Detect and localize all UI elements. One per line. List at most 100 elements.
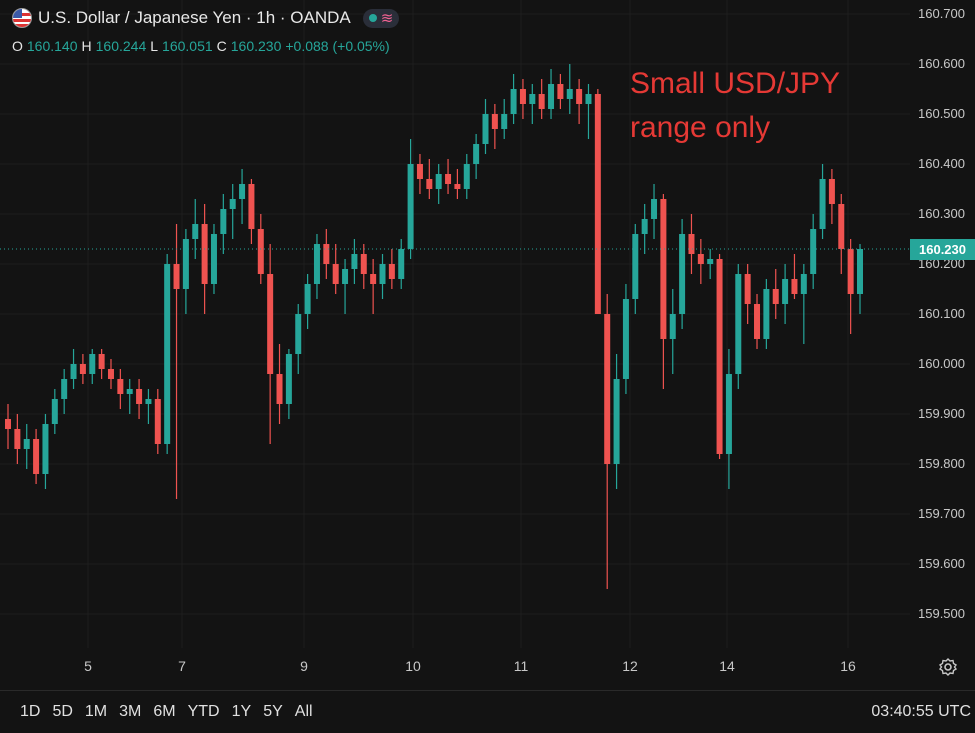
candle-body xyxy=(688,234,695,254)
bottom-toolbar: 1D 5D 1M 3M 6M YTD 1Y 5Y All 03:40:55 UTC xyxy=(0,690,975,733)
candle xyxy=(295,304,302,374)
candle xyxy=(697,239,704,284)
candle-body xyxy=(463,164,470,189)
candle xyxy=(426,159,433,199)
candle-body xyxy=(651,199,658,219)
candle xyxy=(182,229,189,314)
market-status-pill[interactable]: ≋ xyxy=(362,8,400,28)
candle-body xyxy=(473,144,480,164)
candle-body xyxy=(351,254,358,269)
annotation-line-2: range only xyxy=(630,111,771,144)
candle xyxy=(473,134,480,179)
candle-body xyxy=(42,424,49,474)
timeframe-button[interactable]: 1Y xyxy=(231,703,252,720)
time-tick-label: 16 xyxy=(840,658,856,674)
symbol-header[interactable]: U.S. Dollar / Japanese Yen · 1h · OANDA … xyxy=(12,8,400,28)
candle-body xyxy=(529,94,536,104)
candle-body xyxy=(725,374,732,454)
candle xyxy=(454,169,461,199)
candlestick-chart[interactable] xyxy=(0,0,910,648)
candle-body xyxy=(538,94,545,109)
wave-icon: ≋ xyxy=(380,9,394,27)
candle xyxy=(604,294,611,589)
symbol-title[interactable]: U.S. Dollar / Japanese Yen · 1h · OANDA xyxy=(38,8,351,27)
price-tick-label: 159.900 xyxy=(918,406,965,421)
candle xyxy=(388,249,395,289)
candle xyxy=(145,389,152,424)
price-tick-label: 159.800 xyxy=(918,456,965,471)
chart-area[interactable] xyxy=(0,0,910,648)
candle-body xyxy=(679,234,686,314)
time-tick-label: 9 xyxy=(300,658,308,674)
candle xyxy=(725,349,732,489)
candle xyxy=(445,159,452,194)
candle-body xyxy=(210,234,217,284)
time-tick-label: 12 xyxy=(622,658,638,674)
candle xyxy=(735,264,742,389)
candle xyxy=(782,264,789,324)
candle xyxy=(323,229,330,279)
candle xyxy=(716,254,723,459)
candle xyxy=(754,294,761,349)
candle xyxy=(791,254,798,299)
candle xyxy=(23,424,30,469)
price-axis[interactable]: 160.700 160.600 160.500 160.400 160.300 160.2… xyxy=(910,0,975,648)
candle-body xyxy=(707,259,714,264)
candle xyxy=(529,84,536,124)
candle xyxy=(276,344,283,424)
candle xyxy=(482,99,489,154)
candle-body xyxy=(98,354,105,369)
candle xyxy=(379,254,386,299)
candle-body xyxy=(613,379,620,464)
candle-body xyxy=(669,314,676,339)
candle-body xyxy=(800,274,807,294)
candle-body xyxy=(791,279,798,294)
candle-body xyxy=(388,264,395,279)
timeframe-button[interactable]: 1D xyxy=(20,703,41,720)
candle-body xyxy=(576,89,583,104)
candle-body xyxy=(660,199,667,339)
candle xyxy=(622,284,629,394)
candle xyxy=(744,264,751,324)
low-value: 160.051 xyxy=(162,38,213,54)
candle-body xyxy=(566,89,573,99)
timeframe-list: 1D 5D 1M 3M 6M YTD 1Y 5Y All xyxy=(16,703,317,721)
candle xyxy=(229,184,236,239)
candle-body xyxy=(201,224,208,284)
candle-body xyxy=(360,254,367,274)
candle-body xyxy=(154,399,161,444)
us-flag-icon xyxy=(12,8,32,28)
candle-body xyxy=(23,439,30,449)
candle-body xyxy=(716,259,723,454)
timeframe-button[interactable]: 1M xyxy=(84,703,108,720)
candle-body xyxy=(117,379,124,394)
timeframe-button[interactable]: All xyxy=(294,703,313,720)
timeframe-button[interactable]: 5D xyxy=(52,703,73,720)
utc-clock[interactable]: 03:40:55 UTC xyxy=(871,703,971,720)
time-axis[interactable]: 5 7 9 10 11 12 14 16 xyxy=(0,648,910,686)
candle-body xyxy=(594,94,601,314)
open-value: 160.140 xyxy=(26,38,78,54)
candle-body xyxy=(857,249,863,294)
timeframe-button[interactable]: 3M xyxy=(119,703,142,720)
candle xyxy=(370,259,377,314)
candle-body xyxy=(379,264,386,284)
candle xyxy=(519,79,526,119)
candle xyxy=(435,164,442,204)
chart-settings-icon[interactable] xyxy=(938,657,958,677)
candle-body xyxy=(482,114,489,144)
candle xyxy=(248,179,255,244)
candle-body xyxy=(416,164,423,179)
time-tick-label: 14 xyxy=(719,658,735,674)
candle xyxy=(192,199,199,259)
candle xyxy=(98,349,105,379)
timeframe-button[interactable]: YTD xyxy=(187,703,220,720)
candle-body xyxy=(229,199,236,209)
timeframe-button[interactable]: 6M xyxy=(153,703,176,720)
candle xyxy=(501,99,508,139)
candle-body xyxy=(604,314,611,464)
candle-body xyxy=(136,389,143,404)
timeframe-button[interactable]: 5Y xyxy=(263,703,283,720)
candle-body xyxy=(145,399,152,404)
candle-body xyxy=(33,439,40,474)
